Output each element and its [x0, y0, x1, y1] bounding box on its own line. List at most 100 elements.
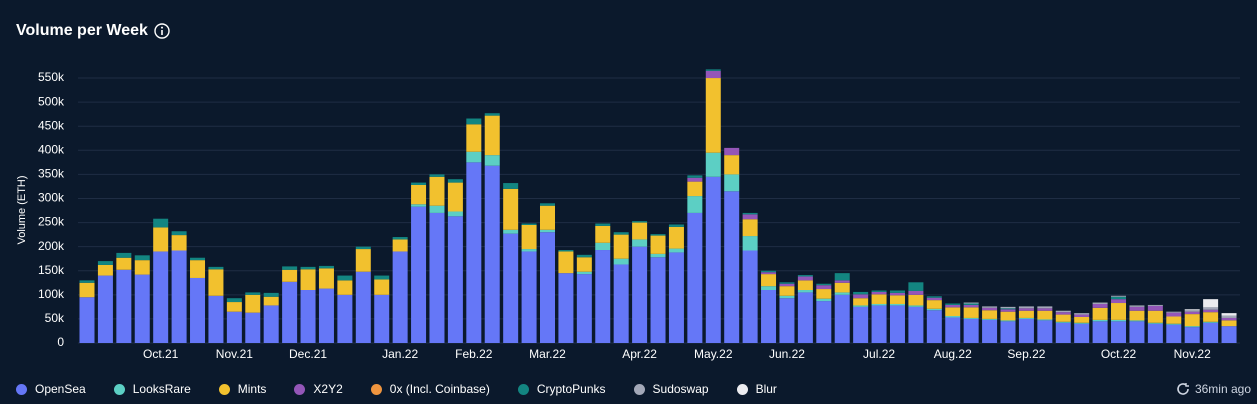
bar-segment	[797, 275, 813, 277]
bar-segment	[1055, 314, 1071, 322]
bar-segment	[668, 226, 684, 249]
bar-segment	[1147, 310, 1163, 323]
bar-segment	[1000, 311, 1016, 321]
legend-label: LooksRare	[132, 382, 191, 396]
bar-segment	[1092, 321, 1108, 343]
legend-item[interactable]: CryptoPunks	[517, 382, 606, 396]
bar-segment	[97, 264, 113, 276]
bar-segment	[797, 280, 813, 291]
bar-segment	[190, 257, 206, 261]
bar-segment	[1037, 306, 1053, 309]
bar-segment	[558, 250, 574, 252]
y-axis-label: Volume (ETH)	[16, 175, 28, 244]
info-icon[interactable]	[154, 23, 170, 39]
bar-segment	[1018, 317, 1034, 319]
bar-segment	[761, 290, 777, 343]
bar-segment	[153, 227, 169, 252]
bar-segment	[1221, 320, 1237, 327]
bar-segment	[908, 305, 924, 307]
bar-segment	[134, 255, 150, 261]
legend-item[interactable]: OpenSea	[16, 382, 86, 396]
x-tick-label: Nov.21	[216, 347, 253, 361]
bar-segment	[263, 305, 279, 343]
bar-segment	[300, 266, 316, 270]
bar-segment	[1018, 306, 1034, 309]
bar-segment	[1203, 312, 1219, 322]
bar-segment	[687, 181, 703, 197]
bar-segment	[1147, 322, 1163, 324]
bar-segment	[1221, 315, 1237, 318]
bar-segment	[1129, 320, 1145, 322]
bar-segment	[1037, 308, 1053, 311]
bar-segment	[355, 271, 371, 343]
bar-segment	[908, 290, 924, 295]
bar-segment	[337, 280, 353, 295]
bar-segment	[190, 277, 206, 343]
bar-segment	[982, 318, 998, 320]
bar-segment	[632, 221, 648, 223]
bar-segment	[540, 205, 555, 230]
bar-segment	[724, 155, 740, 175]
bar-segment	[79, 282, 95, 298]
legend-item[interactable]: Blur	[736, 382, 777, 396]
x-tick-label: Mar.22	[529, 347, 566, 361]
bar-segment	[742, 250, 758, 343]
bar-segment	[318, 288, 334, 343]
bar-segment	[1203, 299, 1219, 308]
bar-segment	[871, 303, 887, 306]
bar-segment	[963, 304, 979, 308]
bar-segment	[871, 294, 887, 304]
bar-segment	[742, 219, 758, 237]
bar-segment	[153, 251, 169, 343]
bar-segment	[540, 229, 555, 233]
legend-item[interactable]: Mints	[218, 382, 266, 396]
bar-segment	[982, 310, 998, 319]
bar-segment	[466, 124, 482, 152]
bar-segment	[1111, 296, 1127, 300]
bar-segment	[1147, 323, 1163, 343]
bar-segment	[1166, 312, 1182, 317]
bar-segment	[632, 222, 648, 240]
bar-segment	[816, 285, 832, 290]
legend: OpenSea LooksRare Mints X2Y2 0x (Incl. Coinb…	[16, 382, 777, 396]
bar-segment	[761, 286, 777, 291]
legend-label: OpenSea	[35, 382, 86, 396]
bar-segment	[1184, 309, 1200, 311]
chart: Volume (ETH) 0 50k 100k 150k 200k 250k 300k 350…	[16, 69, 1240, 361]
bar-segment	[742, 236, 758, 251]
bar-segment	[687, 175, 703, 178]
bar-segment	[889, 295, 905, 304]
bar-segment	[1221, 313, 1237, 316]
legend-item[interactable]: Sudoswap	[633, 382, 709, 396]
bar-segment	[963, 302, 979, 304]
y-tick-label: 50k	[45, 311, 65, 325]
bar-segment	[853, 306, 869, 343]
bar-segment	[705, 70, 721, 79]
x-tick-label: May.22	[694, 347, 733, 361]
legend-item[interactable]: 0x (Incl. Coinbase)	[370, 382, 490, 396]
bar-segment	[484, 113, 500, 116]
bar-segment	[153, 218, 169, 228]
bar-segment	[97, 261, 113, 265]
bar-segment	[982, 307, 998, 311]
bar-segment	[926, 296, 942, 298]
bar-segment	[945, 303, 961, 305]
bar-segment	[429, 205, 445, 213]
bar-segment	[1000, 309, 1016, 312]
bar-segment	[650, 234, 666, 236]
bar-segment	[926, 300, 942, 309]
legend-item[interactable]: X2Y2	[294, 382, 343, 396]
bar-segment	[411, 182, 427, 185]
legend-item[interactable]: LooksRare	[113, 382, 191, 396]
bar-segment	[97, 275, 113, 343]
legend-swatch	[113, 383, 125, 395]
bar-segment	[963, 317, 979, 319]
bar-segment	[834, 294, 850, 343]
bar-segment	[613, 258, 629, 265]
bar-segment	[1074, 316, 1090, 323]
bar-segment	[134, 274, 150, 343]
x-tick-label: Jan.22	[382, 347, 418, 361]
x-tick-label: Jul.22	[863, 347, 895, 361]
bar-segment	[853, 291, 869, 295]
